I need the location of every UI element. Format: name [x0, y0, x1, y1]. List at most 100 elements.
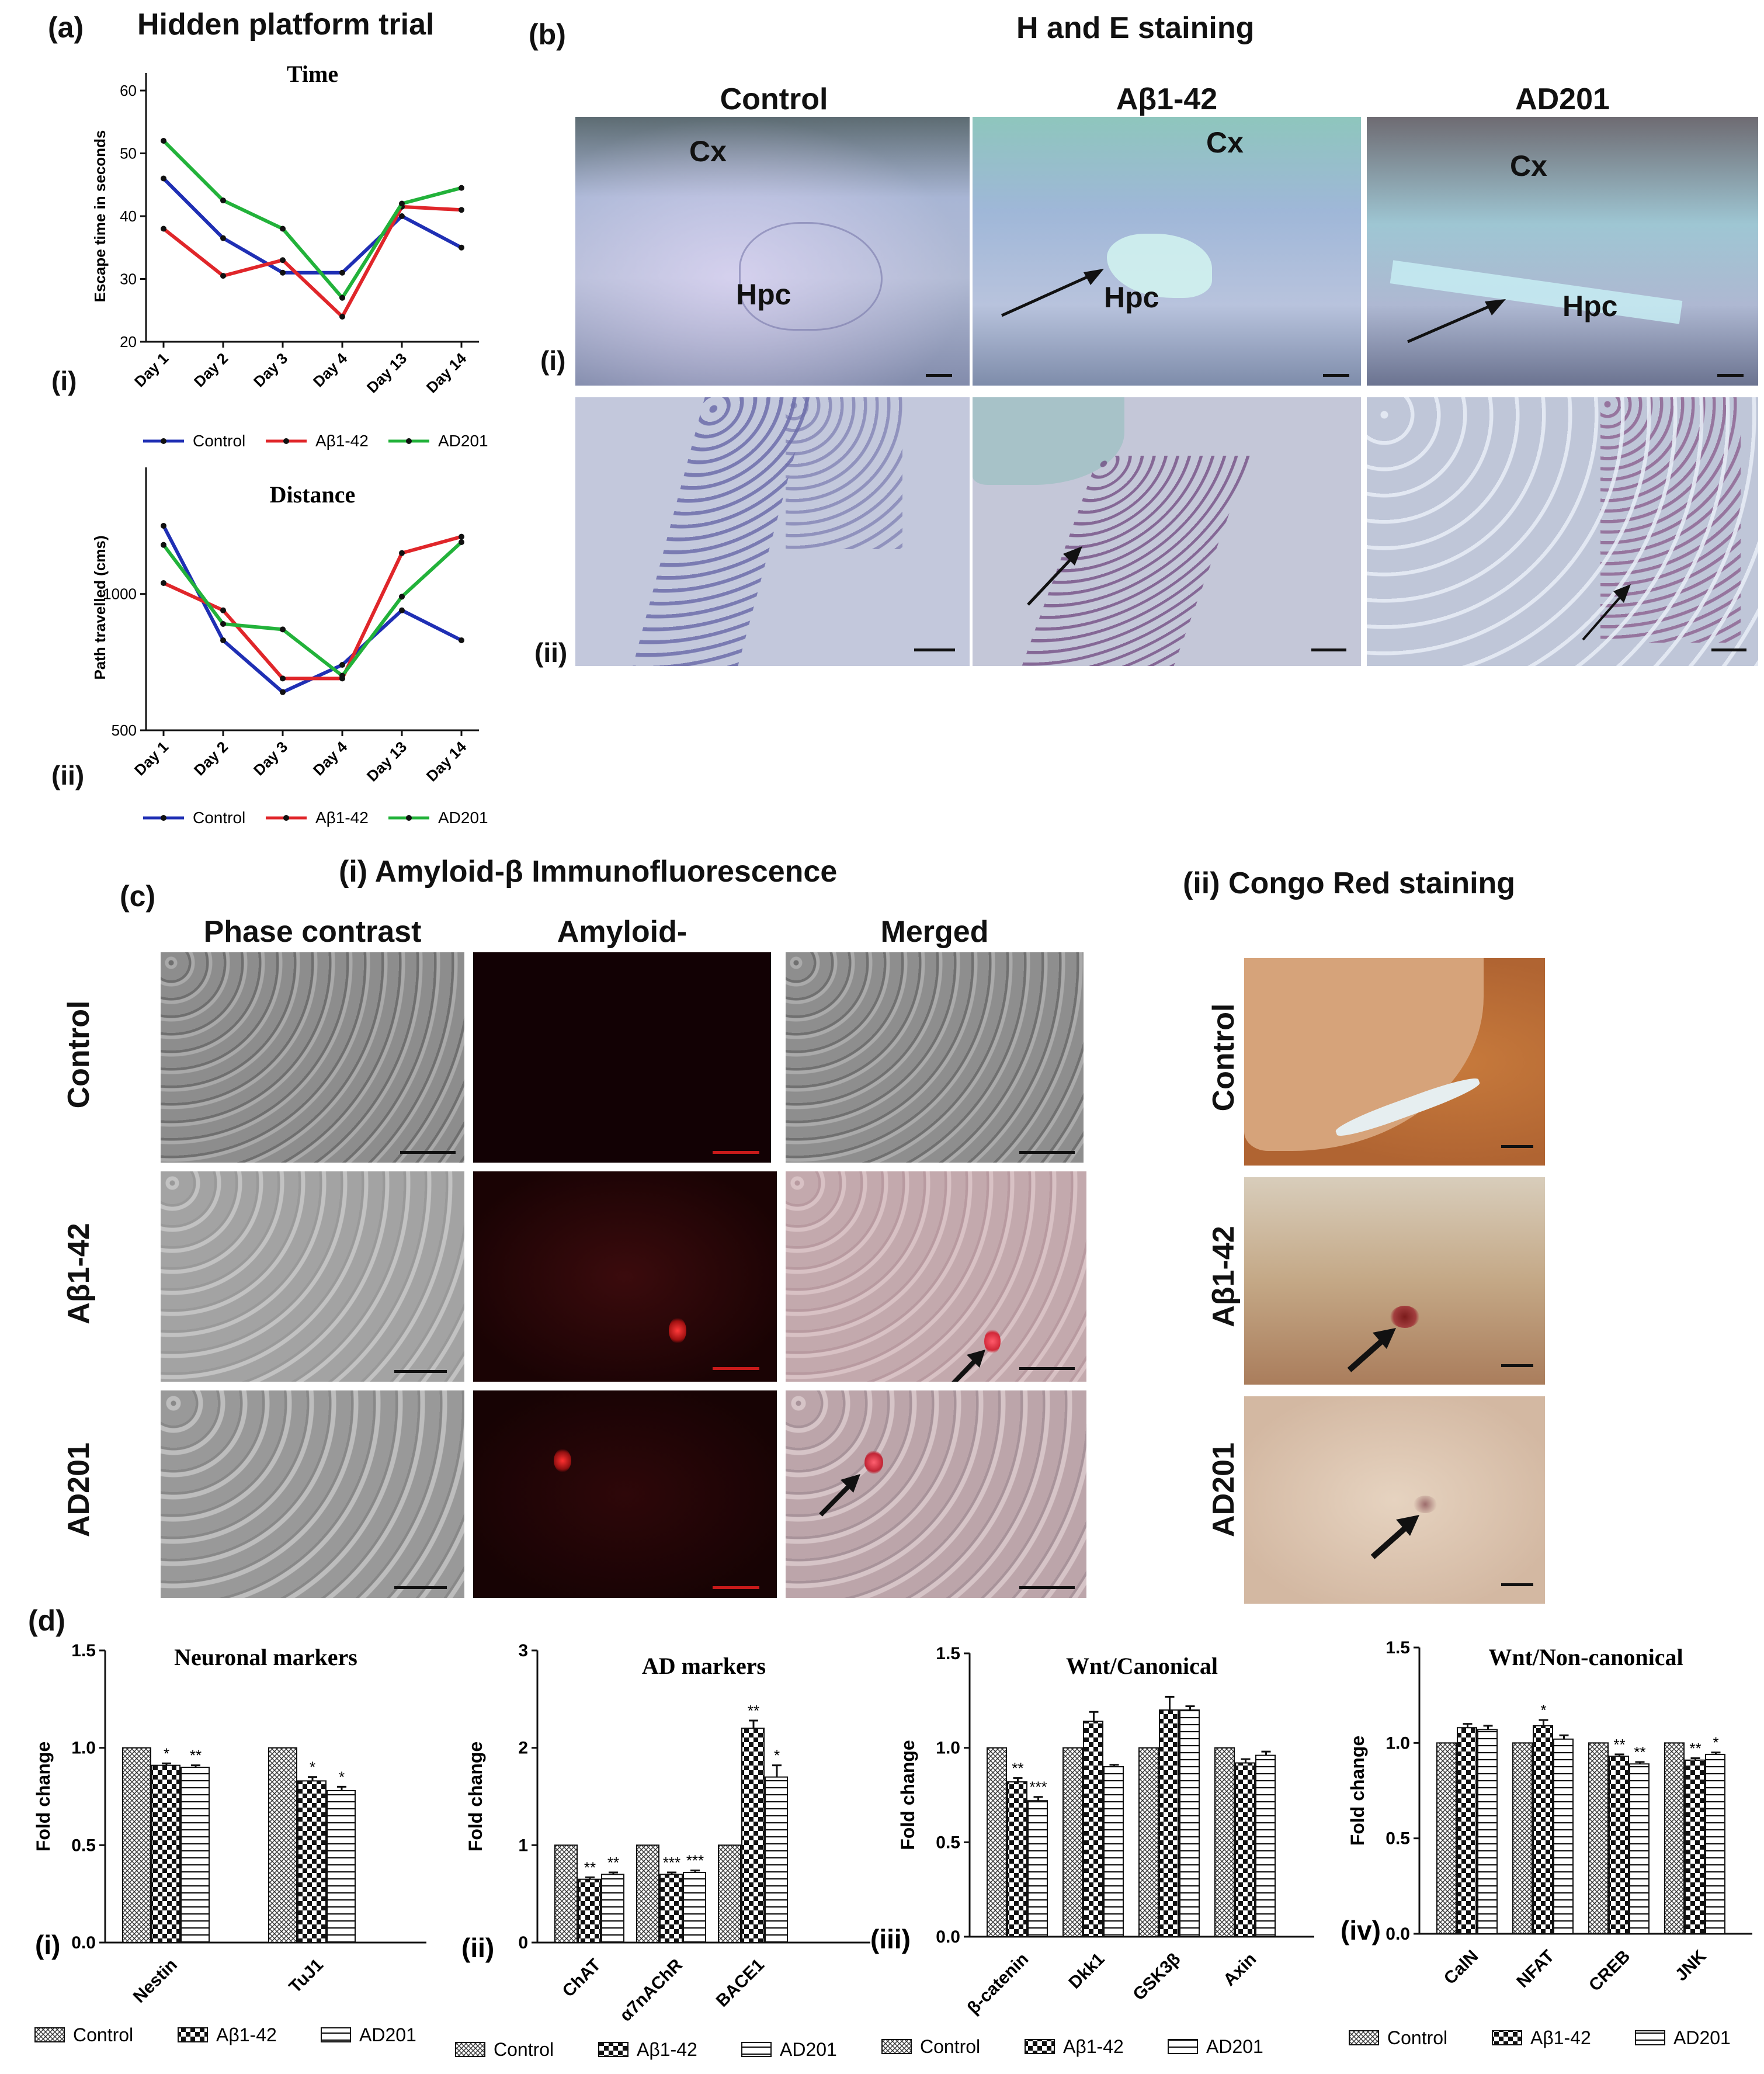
- bar: [122, 1747, 151, 1944]
- y-tick-label: 3: [518, 1641, 528, 1660]
- bar: [1436, 1742, 1457, 1934]
- he-lowmag-ad201: Cx Hpc: [1367, 117, 1758, 386]
- arrow-icon: [952, 1350, 985, 1382]
- bar: [1609, 1756, 1629, 1934]
- significance-label: *: [1713, 1734, 1718, 1752]
- bar: [683, 1872, 706, 1943]
- data-point: [339, 294, 345, 301]
- data-point: [399, 607, 405, 613]
- legend-label: AD201: [438, 432, 488, 450]
- bar: [1255, 1754, 1276, 1937]
- data-point: [161, 175, 166, 182]
- legend-marker: [161, 815, 166, 821]
- panel-c-title-ii: (ii) Congo Red staining: [1183, 866, 1516, 900]
- panel-b-col-control: Control: [720, 82, 828, 116]
- y-tick-label: 0.5: [1385, 1829, 1410, 1848]
- x-tick-label: β-catenin: [964, 1950, 1033, 2018]
- bar: [1705, 1753, 1725, 1935]
- chart-d-i-neuronal: Neuronal markers 0.0 0.5 1.0 1.5 Fold change *…: [33, 1641, 426, 2045]
- x-tick-label: Day 1: [131, 349, 172, 390]
- legend-marker: [406, 815, 412, 821]
- panel-c-row-control: Control: [62, 1000, 96, 1109]
- data-point: [339, 662, 345, 668]
- bar: [1512, 1742, 1533, 1934]
- legend-label: Aβ1-42: [1063, 2036, 1124, 2057]
- panel-c-row-ad201: AD201: [62, 1442, 96, 1537]
- data-point: [399, 213, 405, 219]
- legend-label: Control: [920, 2036, 980, 2057]
- significance-label: **: [748, 1702, 759, 1719]
- label-cx: Cx: [1206, 126, 1244, 159]
- legend-label: AD201: [1673, 2027, 1731, 2048]
- data-point: [280, 626, 286, 633]
- x-tick-label: BACE1: [713, 1955, 768, 2011]
- panel-letter-b: (b): [529, 18, 566, 51]
- y-tick-label: 1.0: [71, 1739, 96, 1758]
- bar: [1159, 1709, 1179, 1937]
- panel-b-col-ad201: AD201: [1515, 82, 1610, 116]
- data-point: [280, 675, 286, 682]
- label-hpc: Hpc: [1104, 281, 1159, 314]
- panel-cii-row-abeta: Aβ1-42: [1207, 1226, 1241, 1327]
- legend-marker: [161, 438, 166, 444]
- y-axis-label: Fold change: [465, 1742, 486, 1851]
- significance-label: **: [1634, 1743, 1645, 1761]
- legend-label: Control: [1387, 2027, 1447, 2048]
- bar: [151, 1764, 180, 1944]
- data-point: [399, 200, 405, 207]
- bar: [327, 1790, 356, 1943]
- significance-label: **: [1012, 1759, 1023, 1777]
- bar: [578, 1878, 601, 1943]
- y-tick-label: 500: [112, 722, 137, 739]
- legend-marker: [283, 438, 289, 444]
- significance-label: *: [164, 1744, 169, 1762]
- bar: [1588, 1742, 1609, 1934]
- label-hpc: Hpc: [736, 278, 791, 311]
- bar: [180, 1767, 210, 1943]
- x-tick-label: Dkk1: [1065, 1950, 1108, 1993]
- data-point: [459, 637, 464, 643]
- legend-swatch: [598, 2042, 628, 2057]
- x-tick-label: Day 2: [190, 738, 231, 779]
- panel-d-sub-label: (ii): [461, 1933, 494, 1963]
- legend-label: Aβ1-42: [1530, 2027, 1591, 2048]
- x-tick-label: Axin: [1220, 1950, 1260, 1990]
- legend-label: AD201: [438, 809, 488, 827]
- bar: [268, 1747, 297, 1944]
- data-point: [280, 689, 286, 695]
- x-tick-label: Day 14: [423, 738, 470, 785]
- y-axis-label: Fold change: [897, 1740, 918, 1850]
- merged-abeta: [786, 1171, 1086, 1382]
- panel-d-sub-label: (i): [35, 1930, 60, 1960]
- y-tick-label: 1.0: [1385, 1733, 1410, 1753]
- significance-label: *: [310, 1759, 315, 1776]
- bar: [554, 1844, 578, 1944]
- data-point: [339, 269, 345, 276]
- x-tick-label: Day 1: [131, 738, 172, 779]
- x-tick-label: Day 13: [363, 349, 410, 396]
- x-tick-label: CREB: [1585, 1947, 1634, 1995]
- legend-label: AD201: [780, 2039, 837, 2060]
- panel-b-row-ii: (ii): [534, 637, 568, 668]
- chart-d-iv-wnt-noncanonical: Wnt/Non-canonical 0.0 0.5 1.0 1.5 Fold change…: [1341, 1638, 1752, 2048]
- chart-a-i-time: Time 20 30 40 50 60 Escape time in seconds Day …: [91, 61, 488, 450]
- y-tick-label: 0.0: [936, 1927, 960, 1947]
- label-hpc: Hpc: [1562, 290, 1618, 322]
- legend-label: Aβ1-42: [216, 2024, 277, 2045]
- data-point: [220, 235, 226, 241]
- panel-c-col-merged: Merged: [880, 915, 989, 949]
- bar: [1083, 1721, 1103, 1937]
- arrow-icon: [1001, 269, 1104, 317]
- panel-cii-row-ad201: AD201: [1207, 1442, 1241, 1537]
- bar: [1027, 1800, 1048, 1938]
- legend-swatch: [34, 2027, 65, 2042]
- significance-label: *: [1540, 1701, 1546, 1719]
- x-tick-label: ChAT: [559, 1955, 605, 2001]
- bar: [1553, 1738, 1574, 1935]
- panel-b-row-i: (i): [540, 345, 566, 376]
- merged-control: [786, 952, 1084, 1163]
- y-tick-label: 1.0: [936, 1739, 960, 1758]
- significance-label: ***: [686, 1852, 704, 1870]
- phase-abeta: [161, 1171, 464, 1382]
